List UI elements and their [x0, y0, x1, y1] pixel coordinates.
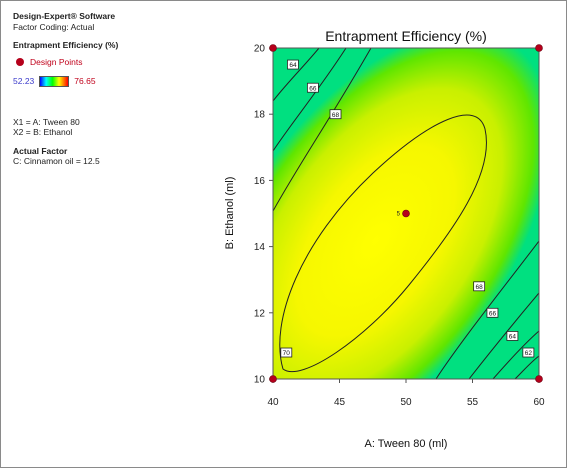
factor-x2: X2 = B: Ethanol	[13, 127, 73, 138]
response-title: Entrapment Efficiency (%)	[13, 40, 119, 51]
design-point-count: 5	[397, 212, 401, 218]
contour-label-box	[306, 82, 319, 93]
y-tick-label: 10	[254, 375, 266, 386]
contour-label-box	[522, 347, 535, 358]
design-points: 5	[269, 44, 543, 383]
contour-label: 68	[473, 281, 486, 292]
software-name: Design-Expert® Software	[13, 11, 116, 21]
contour-label-text: 66	[309, 85, 317, 92]
x-axis-ticks: 40 45 50 55 60	[267, 379, 545, 408]
design-point	[535, 375, 543, 383]
design-point	[269, 44, 277, 52]
contour-label: 66	[486, 307, 499, 318]
contour-label-text: 64	[289, 62, 297, 69]
contour-label-box	[506, 331, 519, 341]
contour-label-text: 66	[489, 310, 497, 317]
contour-label-box	[329, 109, 342, 120]
x-tick-label: 40	[267, 397, 279, 408]
y-tick-label: 14	[254, 242, 266, 253]
contour-labels: 64 66 68 70 68 66 64 62	[280, 59, 535, 358]
x-tick-label: 60	[533, 397, 545, 408]
contour-label: 70	[280, 347, 293, 358]
contour-label: 64	[287, 59, 299, 70]
legend-label: Design Points	[30, 56, 83, 67]
contour-66-lower	[468, 292, 539, 379]
contour-label-text: 70	[283, 350, 291, 357]
info-panel: Design-Expert® Software Factor Coding: A…	[13, 11, 223, 167]
contour-label: 68	[329, 109, 342, 120]
contour-label: 62	[522, 347, 535, 358]
chart-title: Entrapment Efficiency (%)	[325, 28, 487, 44]
contour-label-text: 68	[332, 112, 340, 119]
actual-factor-title: Actual Factor	[13, 145, 68, 156]
x-tick-label: 50	[400, 397, 412, 408]
actual-factor-value: C: Cinnamon oil = 12.5	[13, 156, 100, 167]
contour-70	[279, 114, 487, 373]
contour-lines	[273, 48, 539, 379]
x-tick-label: 55	[467, 397, 479, 408]
y-tick-label: 18	[254, 110, 266, 121]
contour-64-lower	[492, 330, 539, 379]
y-axis-ticks: 10 12 14 16 18 20	[254, 44, 273, 386]
legend-design-points: Design Points	[13, 57, 223, 68]
contour-label: 64	[506, 331, 519, 341]
contour-label-text: 68	[476, 284, 484, 291]
design-point	[535, 44, 543, 52]
x-tick-label: 45	[334, 397, 346, 408]
design-point	[269, 375, 277, 383]
contour-68-lower	[435, 240, 539, 379]
contour-label-text: 62	[525, 350, 533, 357]
contour-label-box	[280, 347, 293, 358]
y-tick-label: 12	[254, 308, 266, 319]
contour-label-box	[473, 281, 486, 292]
contour-68-upper	[273, 48, 372, 212]
range-min: 52.23	[13, 75, 35, 86]
x-axis-label: A: Tween 80 (ml)	[365, 438, 448, 450]
contour-64-upper	[273, 48, 320, 102]
contour-label-text: 64	[509, 334, 517, 341]
gradient-bar	[39, 75, 70, 87]
contour-label: 66	[306, 82, 319, 93]
design-point-legend-icon	[16, 58, 24, 67]
contour-label-box	[486, 307, 499, 318]
contour-66-upper	[273, 48, 347, 152]
contour-label-box	[287, 59, 299, 70]
factor-x1: X1 = A: Tween 80	[13, 116, 80, 127]
factor-coding: Factor Coding: Actual	[13, 21, 95, 32]
y-axis-label: B: Ethanol (ml)	[224, 177, 236, 250]
color-scale: 52.23 76.65	[13, 75, 223, 87]
y-tick-label: 20	[254, 44, 266, 55]
y-tick-label: 16	[254, 176, 266, 187]
contour-62-lower	[514, 355, 539, 379]
design-point	[402, 209, 410, 218]
range-max: 76.65	[74, 75, 96, 86]
